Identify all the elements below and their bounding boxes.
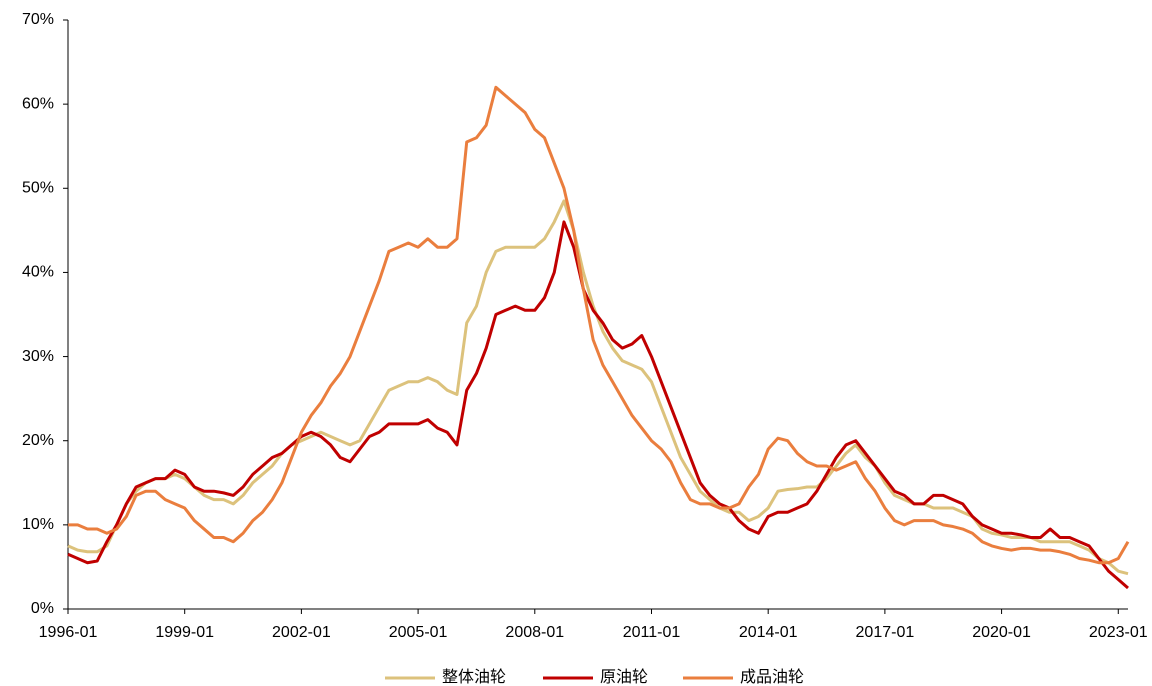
- x-tick-label: 2005-01: [389, 624, 448, 641]
- legend-label: 原油轮: [600, 668, 648, 686]
- series-line: [68, 85, 1130, 565]
- legend-label: 整体油轮: [442, 668, 506, 686]
- y-tick-label: 40%: [22, 264, 54, 281]
- x-tick-label: 1996-01: [39, 624, 98, 641]
- x-tick-label: 2020-01: [972, 624, 1031, 641]
- x-tick-label: 2017-01: [856, 624, 915, 641]
- x-tick-label: 2008-01: [505, 624, 564, 641]
- x-tick-label: 2014-01: [739, 624, 798, 641]
- x-tick-label: 1999-01: [155, 624, 214, 641]
- x-tick-label: 2002-01: [272, 624, 331, 641]
- y-tick-label: 30%: [22, 348, 54, 365]
- legend-label: 成品油轮: [740, 668, 804, 686]
- x-tick-label: 2011-01: [623, 624, 681, 641]
- y-tick-label: 10%: [22, 516, 54, 533]
- y-tick-label: 60%: [22, 95, 54, 112]
- y-tick-label: 0%: [31, 600, 54, 617]
- y-tick-label: 70%: [22, 11, 54, 28]
- y-tick-label: 50%: [22, 180, 54, 197]
- series-line: [67, 220, 1129, 590]
- x-tick-label: 2023-01: [1089, 624, 1148, 641]
- y-tick-label: 20%: [22, 432, 54, 449]
- series-line: [67, 199, 1129, 576]
